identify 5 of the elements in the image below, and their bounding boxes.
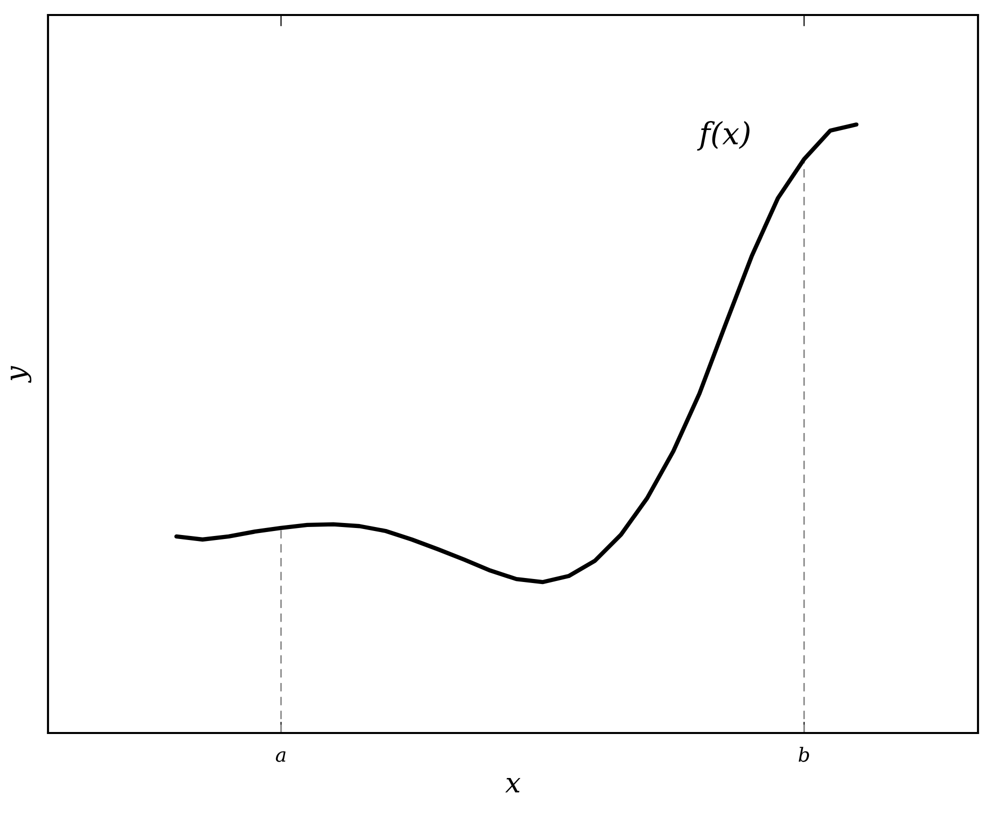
x-tick-label: a: [276, 751, 286, 762]
x-axis-title: x: [505, 778, 520, 792]
x-tick-label: b: [798, 746, 810, 762]
annotation: f(x): [697, 121, 750, 151]
y-axis-title: y: [10, 366, 32, 383]
